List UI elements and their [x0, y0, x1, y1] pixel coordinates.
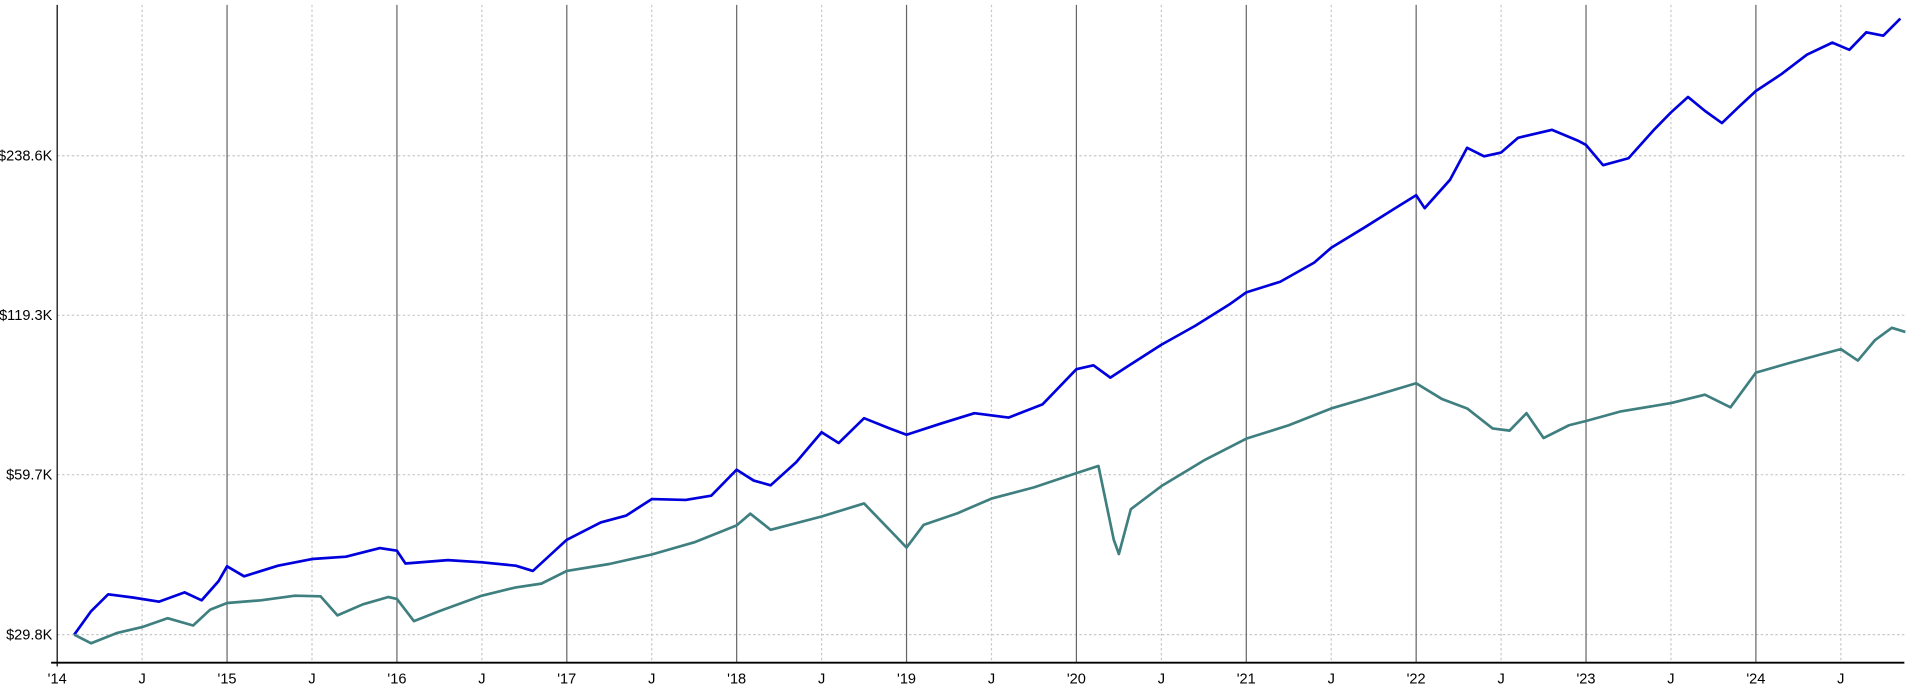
- x-tick-label: J: [1158, 671, 1165, 687]
- y-tick-label: $119.3K: [0, 308, 53, 324]
- x-tick-label: '16: [387, 671, 406, 687]
- y-tick-label: $29.8K: [6, 628, 52, 644]
- x-tick-label: J: [648, 671, 655, 687]
- y-tick-label: $59.7K: [6, 468, 52, 484]
- x-tick-label: J: [308, 671, 315, 687]
- x-tick-label: J: [1837, 671, 1844, 687]
- x-tick-label: '20: [1067, 671, 1086, 687]
- series-lines: [73, 17, 1906, 645]
- x-tick-label: '15: [218, 671, 237, 687]
- x-tick-label: '22: [1407, 671, 1426, 687]
- series-line-1: [73, 17, 1902, 636]
- tick-labels: $29.8K $59.7K $119.3K $238.6K '14 J '15 J '16 J '1…: [0, 149, 1844, 688]
- x-tick-label: J: [1497, 671, 1504, 687]
- grid: [57, 4, 1905, 663]
- x-tick-label: J: [988, 671, 995, 687]
- axes: [51, 4, 1905, 667]
- x-tick-label: '23: [1577, 671, 1596, 687]
- x-tick-label: J: [1667, 671, 1674, 687]
- x-tick-label: '19: [897, 671, 916, 687]
- x-tick-label: J: [478, 671, 485, 687]
- y-tick-label: $238.6K: [0, 149, 53, 165]
- x-tick-label: '14: [48, 671, 67, 687]
- x-tick-label: J: [818, 671, 825, 687]
- x-tick-label: J: [1328, 671, 1335, 687]
- x-tick-label: '24: [1746, 671, 1765, 687]
- x-tick-label: '21: [1237, 671, 1256, 687]
- x-tick-label: J: [138, 671, 145, 687]
- series-line-2: [73, 326, 1906, 645]
- x-tick-label: '17: [557, 671, 576, 687]
- x-tick-label: '18: [727, 671, 746, 687]
